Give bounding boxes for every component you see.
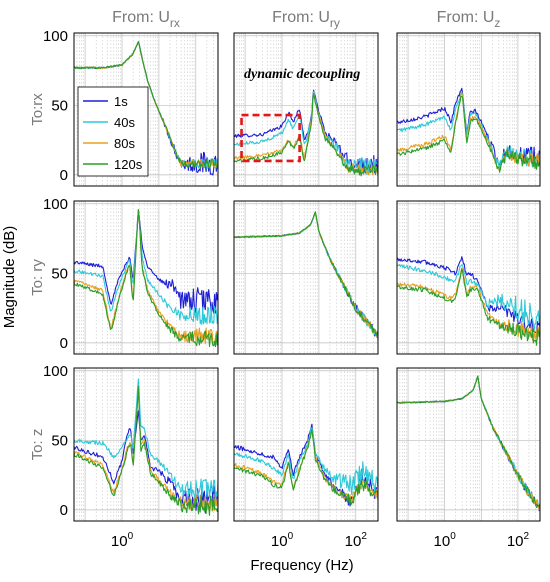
xtick-exponent: 2 xyxy=(361,531,367,542)
ytick-label: 0 xyxy=(60,167,68,184)
panel-frame xyxy=(396,200,541,355)
plot-area xyxy=(234,201,378,354)
series-trace-120s xyxy=(74,385,218,516)
panel-frame xyxy=(73,200,219,355)
series-trace-120s xyxy=(397,375,540,509)
column-title-subscript: z xyxy=(494,16,500,30)
ytick-label: 100 xyxy=(43,28,68,45)
ytick-label: 100 xyxy=(43,363,68,380)
row-label-3: To: z xyxy=(29,429,46,461)
column-title-subscript: ry xyxy=(330,16,340,30)
traces xyxy=(397,87,540,173)
ytick-label: 0 xyxy=(60,335,68,352)
xtick-label: 102 xyxy=(507,531,530,550)
panel-r1c2 xyxy=(233,32,379,187)
y-axis-label: Magnitude (dB) xyxy=(1,226,18,329)
panel-frame xyxy=(233,367,379,522)
series-trace-40s xyxy=(234,427,378,496)
series-trace-40s xyxy=(74,209,218,325)
ytick-label: 50 xyxy=(51,265,68,282)
series-trace-120s xyxy=(74,209,218,348)
panel-r2c2 xyxy=(233,200,379,355)
series-trace-120s xyxy=(234,428,378,506)
column-title-3: From: Uz xyxy=(437,9,501,30)
traces xyxy=(234,211,378,341)
panel-r3c1 xyxy=(73,367,219,522)
legend-box xyxy=(77,86,149,177)
decoupling-box xyxy=(240,113,301,163)
x-axis-label: Frequency (Hz) xyxy=(250,557,353,574)
column-title-subscript: rx xyxy=(170,16,180,30)
grid xyxy=(397,368,540,521)
xtick-label: 100 xyxy=(271,531,294,550)
traces xyxy=(74,209,218,348)
series-trace-120s xyxy=(74,40,218,169)
legend-label: 40s xyxy=(114,115,135,130)
legend-label: 80s xyxy=(114,136,135,151)
panel-frame xyxy=(233,32,379,187)
grid xyxy=(397,201,540,354)
panel-r2c3 xyxy=(396,200,541,355)
annotation-text: dynamic decoupling xyxy=(244,67,360,82)
series-trace-40s xyxy=(397,91,540,168)
traces xyxy=(397,375,540,512)
legend-label: 1s xyxy=(114,94,128,109)
traces xyxy=(397,256,540,346)
ytick-label: 50 xyxy=(51,97,68,114)
panel-frame xyxy=(396,367,541,522)
panel-frame xyxy=(73,32,219,187)
grid xyxy=(234,201,378,354)
ytick-label: 100 xyxy=(43,196,68,213)
xtick-exponent: 0 xyxy=(450,531,456,542)
xtick-label: 100 xyxy=(434,531,457,550)
series-trace-120s xyxy=(234,211,378,337)
row-label-1: To:rx xyxy=(29,93,46,126)
series-trace-120s xyxy=(397,95,540,173)
series-trace-80s xyxy=(397,267,540,342)
plot-area xyxy=(397,368,540,521)
panel-frame xyxy=(73,367,219,522)
panel-r3c2 xyxy=(233,367,379,522)
series-trace-40s xyxy=(234,90,378,175)
panel-r3c3 xyxy=(396,367,541,522)
column-title-1: From: Urx xyxy=(112,9,180,30)
series-trace-40s xyxy=(74,378,218,499)
series-trace-80s xyxy=(74,387,218,512)
grid xyxy=(234,368,378,521)
panel-frame xyxy=(396,32,541,187)
traces xyxy=(74,40,218,176)
plot-area xyxy=(234,33,378,186)
panel-frame xyxy=(233,200,379,355)
xtick-exponent: 2 xyxy=(524,531,530,542)
ytick-label: 0 xyxy=(60,502,68,519)
xtick-exponent: 0 xyxy=(128,531,134,542)
panel-layer xyxy=(73,32,541,522)
panel-r1c3 xyxy=(396,32,541,187)
traces xyxy=(234,423,378,507)
plot-area xyxy=(234,368,378,521)
legend: 1s 40s 80s 120s xyxy=(77,86,149,177)
panel-r2c1 xyxy=(73,200,219,355)
column-title-2: From: Ury xyxy=(272,9,340,30)
series-trace-40s xyxy=(397,263,540,332)
ytick-label: 50 xyxy=(51,432,68,449)
traces xyxy=(234,89,378,177)
xtick-label: 100 xyxy=(111,531,134,550)
series-trace-120s xyxy=(234,93,378,177)
legend-label: 120s xyxy=(114,157,143,172)
row-label-2: To: ry xyxy=(29,259,46,296)
series-trace-1s xyxy=(74,209,218,317)
traces xyxy=(74,378,218,516)
xtick-exponent: 0 xyxy=(288,531,294,542)
series-trace-120s xyxy=(397,268,540,346)
xtick-label: 102 xyxy=(345,531,368,550)
